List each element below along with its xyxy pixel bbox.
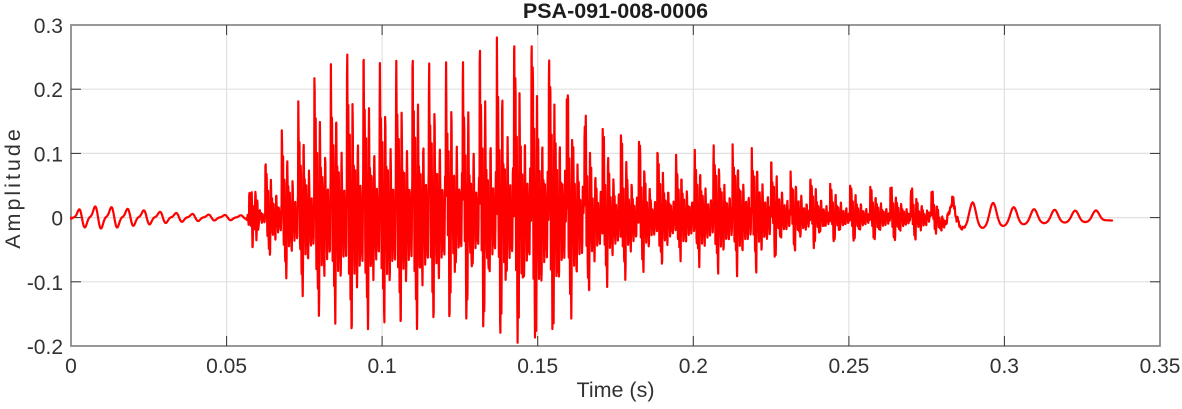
svg-text:0: 0 <box>51 208 63 231</box>
svg-text:-0.1: -0.1 <box>27 272 63 295</box>
svg-text:0: 0 <box>65 355 77 378</box>
svg-text:0.3: 0.3 <box>990 355 1019 378</box>
svg-text:0.05: 0.05 <box>206 355 247 378</box>
svg-text:Time (s): Time (s) <box>576 378 654 402</box>
svg-text:PSA-091-008-0006: PSA-091-008-0006 <box>523 0 708 23</box>
svg-text:Amplitude: Amplitude <box>1 126 25 249</box>
svg-text:0.35: 0.35 <box>1140 355 1181 378</box>
svg-text:0.25: 0.25 <box>828 355 869 378</box>
svg-text:0.1: 0.1 <box>34 143 63 166</box>
svg-text:-0.2: -0.2 <box>27 336 63 359</box>
svg-text:0.15: 0.15 <box>517 355 558 378</box>
svg-text:0.2: 0.2 <box>679 355 708 378</box>
svg-text:0.2: 0.2 <box>34 79 63 102</box>
svg-text:0.3: 0.3 <box>34 15 63 38</box>
svg-text:0.1: 0.1 <box>367 355 396 378</box>
